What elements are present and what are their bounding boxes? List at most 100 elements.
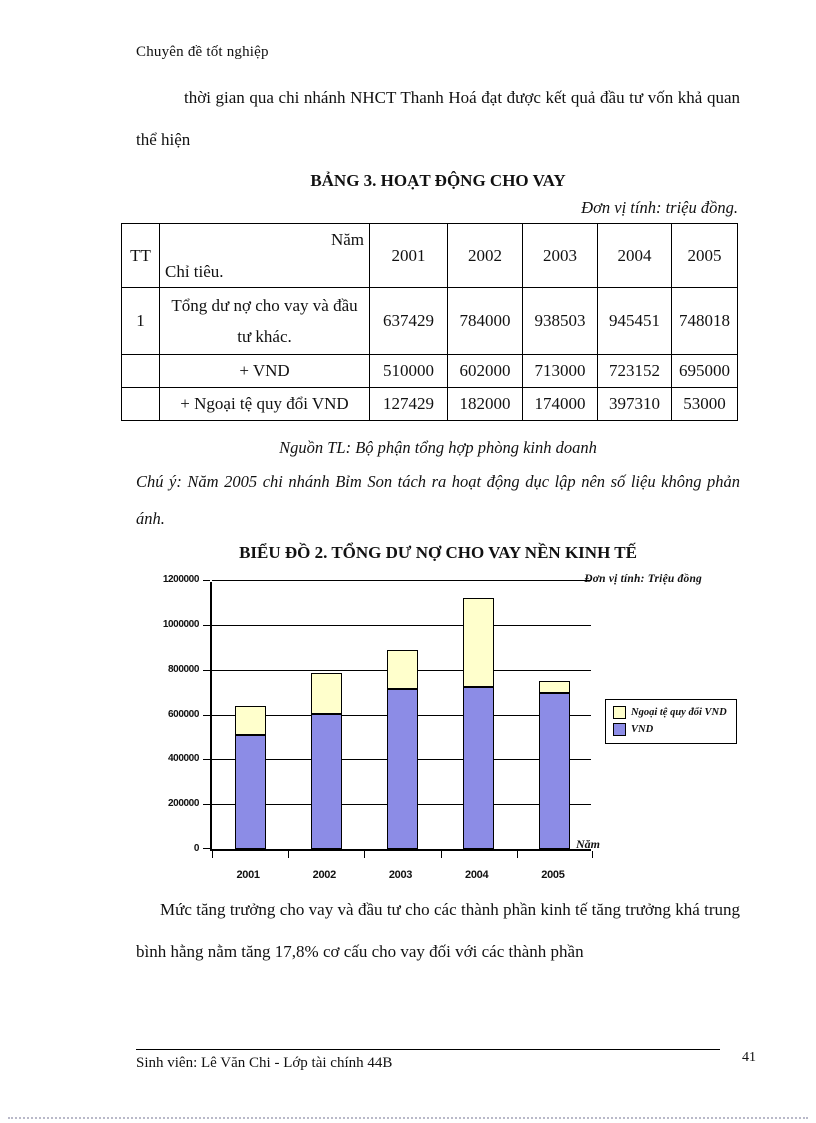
bar-stack (234, 706, 266, 849)
y-axis-tick (203, 580, 210, 581)
bar-segment-vnd (234, 735, 266, 849)
chart-unit-label: Đơn vị tính: Triệu đồng (584, 573, 702, 585)
y-tick-label: 800000 (168, 663, 199, 675)
gridline (212, 580, 591, 581)
cell-value: 713000 (522, 354, 598, 388)
cell-value: 637429 (369, 287, 448, 355)
bar-stack (463, 598, 495, 849)
legend-swatch (613, 723, 626, 736)
bar-segment-ngoai-te (310, 673, 342, 714)
table-row: + VND 510000 602000 713000 723152 695000 (121, 354, 738, 388)
cell-tt: 1 (121, 287, 160, 355)
header-cell-year: 2004 (597, 223, 672, 288)
legend-item: Ngoại tệ quy đổi VND (613, 706, 727, 719)
x-axis-tick (212, 851, 213, 858)
table-row: 1 Tổng dư nợ cho vay và đầu tư khác. 637… (121, 287, 738, 355)
y-tick-label: 200000 (168, 798, 199, 810)
corner-label-nam: Năm (330, 229, 364, 249)
corner-label-chi-tieu: Chỉ tiêu. (165, 261, 224, 281)
cell-tt (121, 387, 160, 421)
x-axis-tick (288, 851, 290, 858)
bar-stack (539, 681, 571, 849)
page-number: 41 (742, 1050, 756, 1065)
y-axis-tick (203, 714, 210, 716)
y-axis-tick (203, 848, 210, 849)
cell-value: 695000 (671, 354, 738, 388)
header-cell-year: 2001 (369, 223, 448, 288)
cell-value: 938503 (522, 287, 598, 355)
x-tick-label: 2001 (236, 869, 260, 881)
x-tick-label: 2004 (465, 869, 489, 881)
legend-swatch (613, 706, 626, 719)
cell-value: 602000 (447, 354, 523, 388)
cell-value: 397310 (597, 387, 672, 421)
chart-xlabel: Năm (576, 837, 600, 851)
bar-segment-ngoai-te (387, 650, 418, 689)
x-axis-tick (440, 851, 442, 858)
remark-note: Chú ý: Năm 2005 chi nhánh Bỉm Son tách r… (136, 472, 740, 528)
table-unit-note: Đơn vị tính: triệu đồng. (581, 198, 738, 217)
bar-segment-vnd (387, 689, 418, 849)
cell-label: Tổng dư nợ cho vay và đầu tư khác. (159, 287, 370, 355)
y-tick-label: 1200000 (162, 574, 200, 585)
bar-segment-ngoai-te (539, 681, 571, 693)
legend-label: VND (631, 724, 654, 735)
header-cell-tt: TT (121, 223, 160, 288)
stacked-bar-chart: Đơn vị tính: Triệu đồng 0 200000 400000 600… (150, 573, 750, 889)
y-tick-label: 1000000 (162, 618, 200, 630)
gridline (212, 624, 591, 626)
chart-y-axis: 0 200000 400000 600000 800000 1000000 1200000 (150, 574, 203, 854)
header-cell-year: 2002 (447, 223, 523, 288)
x-tick-label: 2002 (312, 869, 337, 881)
y-tick-label: 0 (193, 843, 200, 854)
cell-value: 945451 (597, 287, 672, 355)
cell-tt (121, 354, 160, 388)
y-axis-tick (203, 669, 210, 671)
cell-value: 784000 (447, 287, 523, 355)
closing-paragraph: Mức tăng trưởng cho vay và đầu tư cho cá… (136, 900, 740, 961)
legend-label: Ngoại tệ quy đổi VND (631, 707, 727, 718)
x-axis-tick (516, 851, 518, 858)
bar-stack (387, 650, 418, 849)
bar-stack (310, 673, 342, 849)
cell-value: 182000 (447, 387, 523, 421)
table-row: + Ngoại tệ quy đổi VND 127429 182000 174… (121, 387, 738, 421)
x-tick-label: 2003 (388, 869, 413, 881)
bar-segment-ngoai-te (234, 706, 266, 735)
bar-segment-vnd (310, 714, 342, 849)
x-axis-tick (592, 851, 593, 858)
cell-value: 174000 (522, 387, 598, 421)
cell-value: 127429 (369, 387, 448, 421)
table-title: BẢNG 3. HOẠT ĐỘNG CHO VAY (310, 171, 566, 190)
table-header-row: TT Năm Chỉ tiêu. 2001 2002 2003 2004 200… (121, 223, 738, 288)
intro-paragraph: thời gian qua chi nhánh NHCT Thanh Hoá đ… (136, 88, 740, 149)
footer: Sinh viên: Lê Văn Chi - Lớp tài chính 44… (136, 1049, 720, 1072)
bar-segment-vnd (463, 687, 495, 849)
header-cell-corner: Năm Chỉ tiêu. (159, 223, 370, 288)
running-header: Chuyên đề tốt nghiệp (136, 44, 269, 60)
loan-table: TT Năm Chỉ tiêu. 2001 2002 2003 2004 200… (121, 223, 738, 421)
y-axis-tick (203, 759, 210, 761)
bar-segment-ngoai-te (463, 598, 495, 687)
header-cell-year: 2005 (671, 223, 738, 288)
x-tick-label: 2005 (541, 869, 565, 881)
header-cell-year: 2003 (522, 223, 598, 288)
legend-item: VND (613, 723, 727, 736)
chart-title: BIỂU ĐỒ 2. TỔNG DƯ NỢ CHO VAY NỀN KINH T… (239, 543, 637, 562)
cell-label: + VND (159, 354, 370, 388)
chart-plot (203, 580, 593, 858)
cell-label: + Ngoại tệ quy đổi VND (159, 387, 370, 421)
footer-text: Sinh viên: Lê Văn Chi - Lớp tài chính 44… (136, 1055, 393, 1071)
y-tick-label: 400000 (168, 753, 199, 765)
cell-value: 53000 (671, 387, 738, 421)
source-note: Nguồn TL: Bộ phận tổng hợp phòng kinh do… (279, 438, 597, 457)
chart-legend: Ngoại tệ quy đổi VND VND (605, 699, 737, 744)
cell-value: 748018 (671, 287, 738, 355)
cell-value: 723152 (597, 354, 672, 388)
y-axis-tick (203, 624, 210, 626)
bar-segment-vnd (539, 693, 571, 849)
cell-value: 510000 (369, 354, 448, 388)
y-axis-tick (203, 804, 210, 806)
x-axis-tick (364, 851, 366, 858)
